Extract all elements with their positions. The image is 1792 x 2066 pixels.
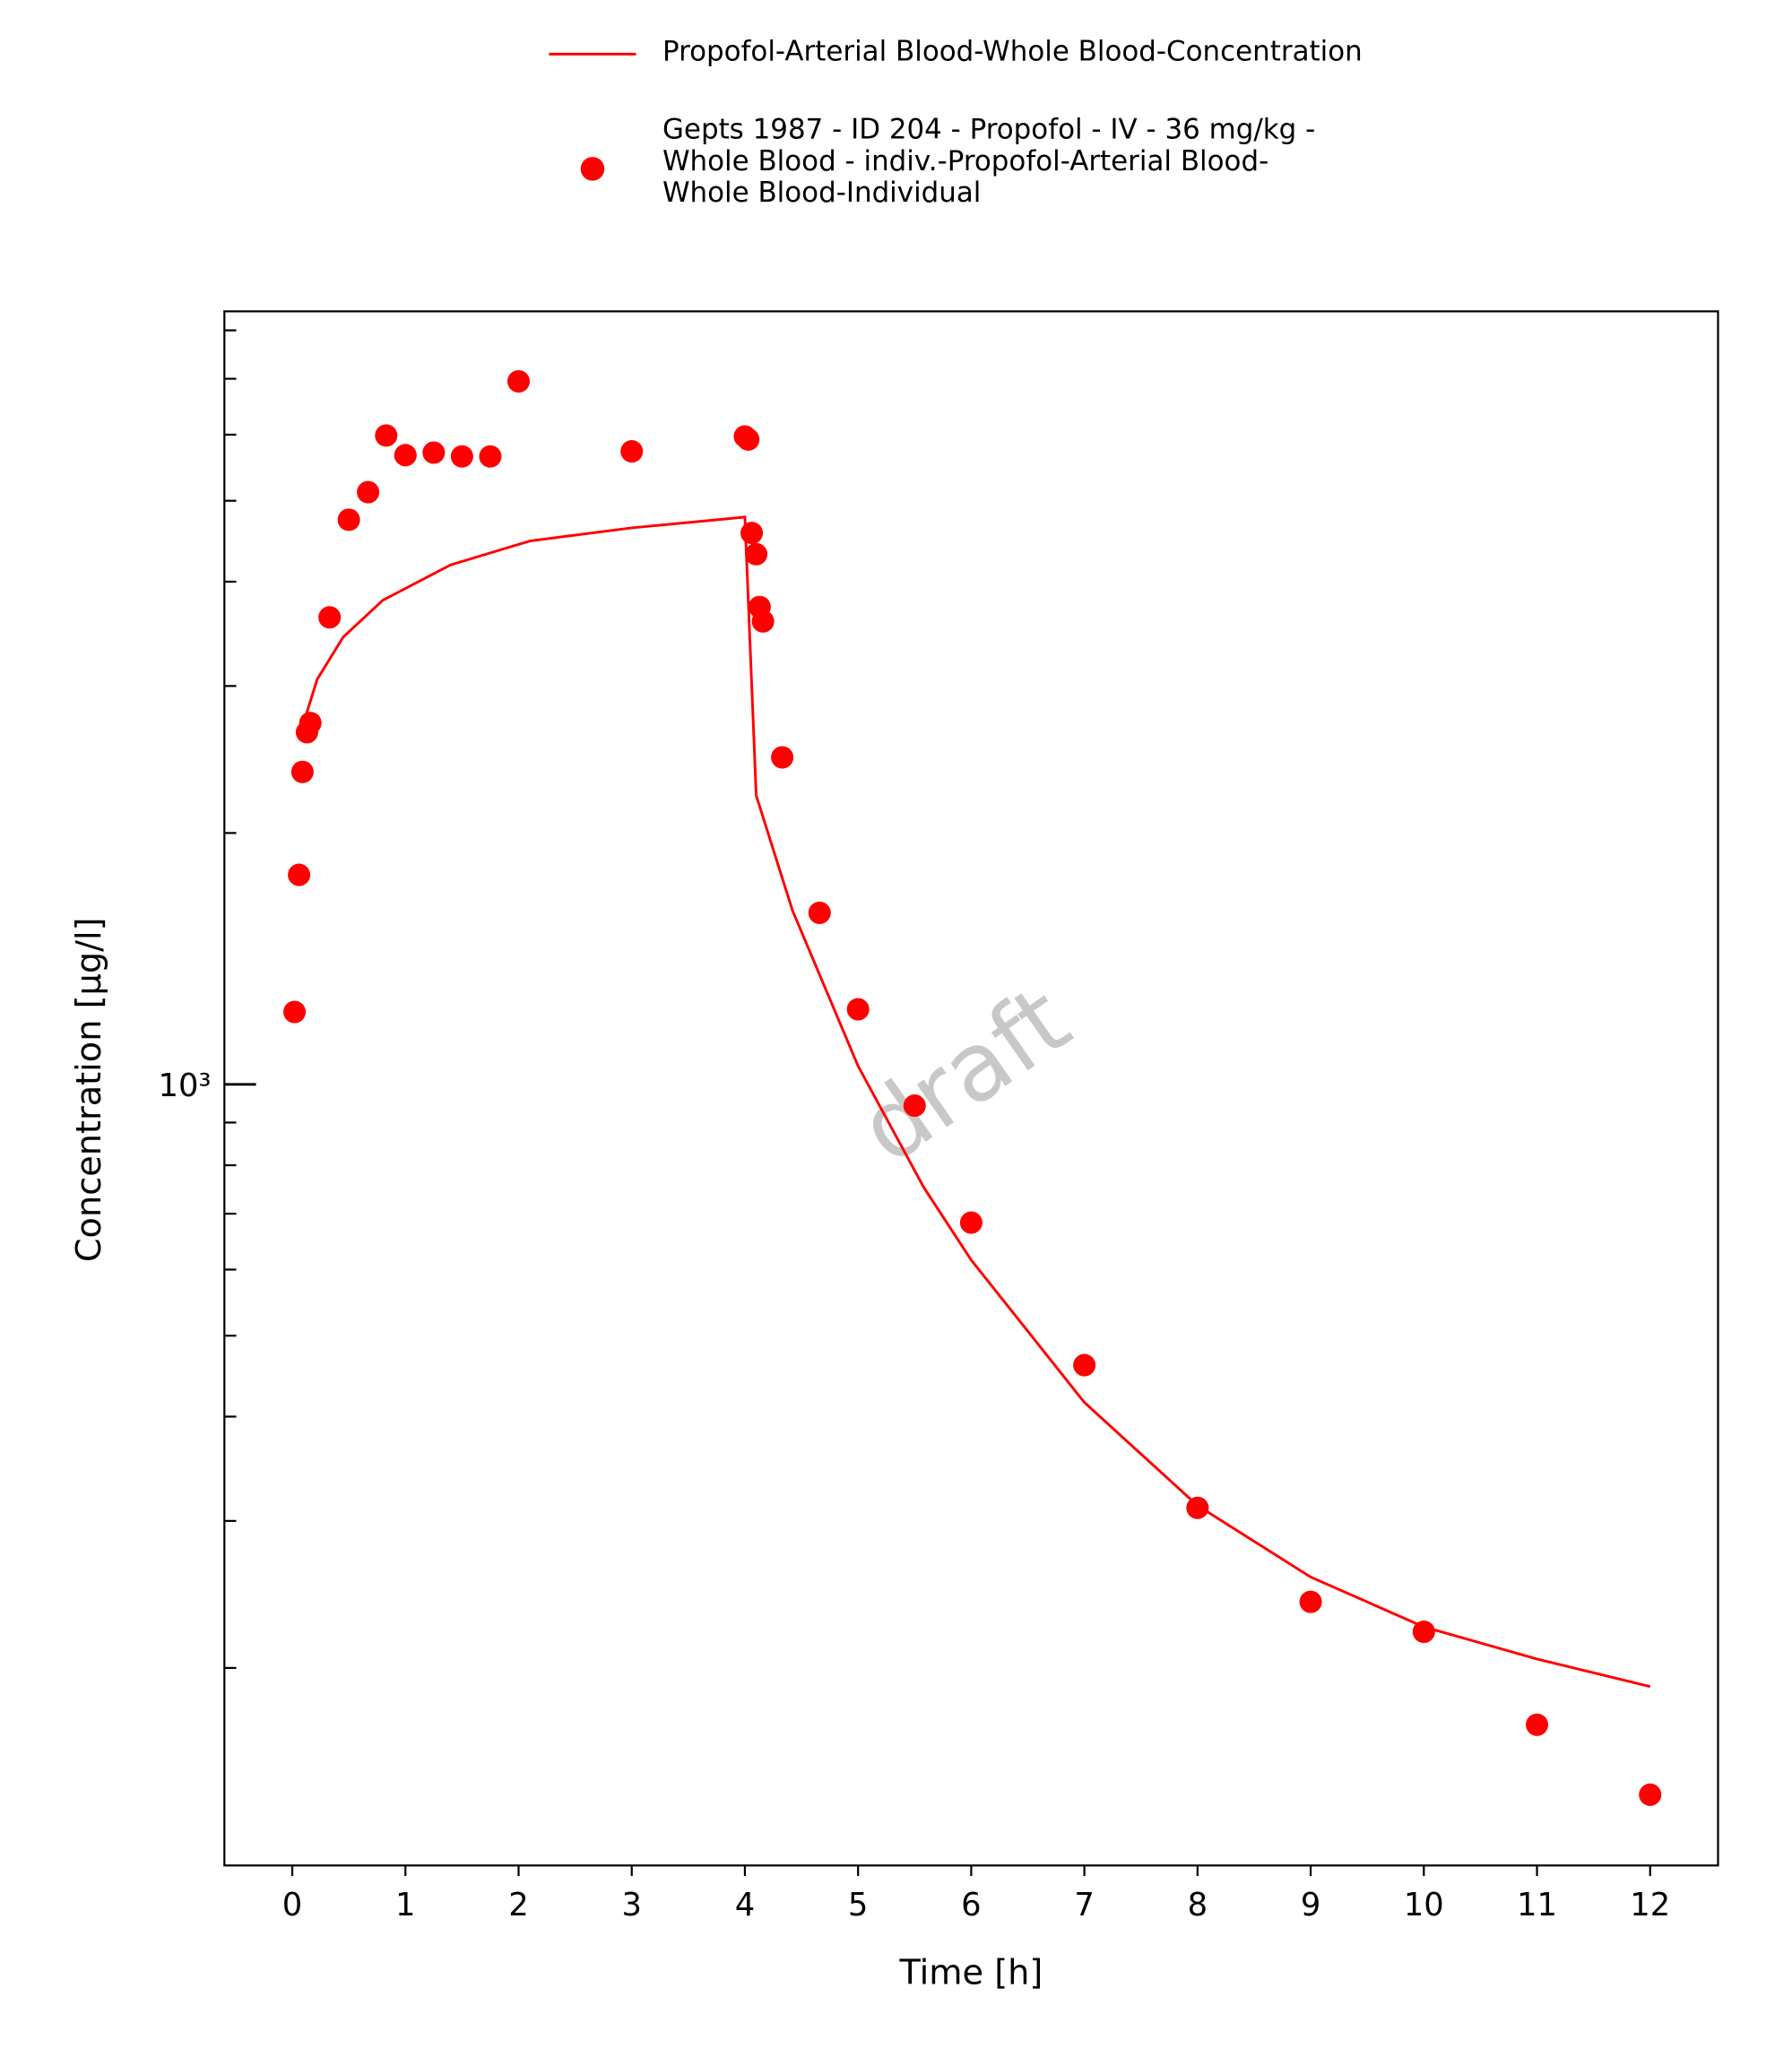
x-tick-label: 6	[961, 1887, 981, 1923]
x-tick-label: 1	[395, 1887, 415, 1923]
data-point	[299, 712, 322, 735]
legend-swatch	[580, 157, 605, 181]
legend-entry: Gepts 1987 - ID 204 - Propofol - IV - 36…	[662, 113, 1316, 209]
data-point	[506, 369, 531, 393]
data-point	[1412, 1620, 1435, 1644]
x-tick-label: 5	[848, 1887, 868, 1923]
data-point	[737, 428, 760, 451]
x-tick-label: 4	[735, 1887, 755, 1923]
y-tick-label: 10³	[158, 1068, 211, 1104]
data-point	[1073, 1353, 1096, 1377]
data-point	[288, 863, 311, 886]
watermark: draft	[840, 964, 1089, 1185]
y-axis-label: Concentration [µg/l]	[69, 917, 109, 1262]
data-point	[375, 424, 398, 447]
data-point	[740, 522, 764, 545]
x-tick-label: 10	[1404, 1887, 1444, 1923]
x-tick-label: 11	[1517, 1887, 1557, 1923]
x-tick-label: 9	[1301, 1887, 1320, 1923]
x-tick-label: 2	[508, 1887, 528, 1923]
data-point	[422, 441, 446, 464]
legend-label: Propofol-Arterial Blood-Whole Blood-Conc…	[662, 35, 1363, 68]
data-point	[337, 508, 360, 532]
data-point	[751, 609, 775, 633]
data-point	[1526, 1713, 1549, 1736]
data-point	[318, 606, 342, 629]
data-point	[1299, 1590, 1322, 1613]
data-point	[808, 901, 831, 924]
legend-label: Gepts 1987 - ID 204 - Propofol - IV - 36…	[662, 113, 1316, 209]
data-point	[1186, 1496, 1209, 1519]
data-point	[357, 480, 380, 504]
data-point	[283, 1000, 307, 1024]
data-point	[479, 445, 502, 468]
legend-entry: Propofol-Arterial Blood-Whole Blood-Conc…	[662, 35, 1363, 68]
data-point	[846, 998, 870, 1021]
x-tick-label: 12	[1630, 1887, 1670, 1923]
data-point	[959, 1211, 983, 1234]
data-point	[903, 1094, 926, 1118]
data-line	[302, 515, 1651, 1689]
data-point	[1639, 1783, 1662, 1806]
x-tick-label: 0	[282, 1887, 302, 1923]
data-point	[394, 444, 417, 467]
data-point	[450, 445, 473, 468]
x-tick-label: 3	[621, 1887, 641, 1923]
data-point	[745, 542, 768, 566]
x-tick-label: 7	[1074, 1887, 1094, 1923]
data-point	[290, 760, 314, 783]
x-axis-label: Time [h]	[898, 1953, 1043, 1993]
data-point	[620, 440, 644, 463]
data-point	[771, 746, 794, 769]
x-tick-label: 8	[1188, 1887, 1208, 1923]
